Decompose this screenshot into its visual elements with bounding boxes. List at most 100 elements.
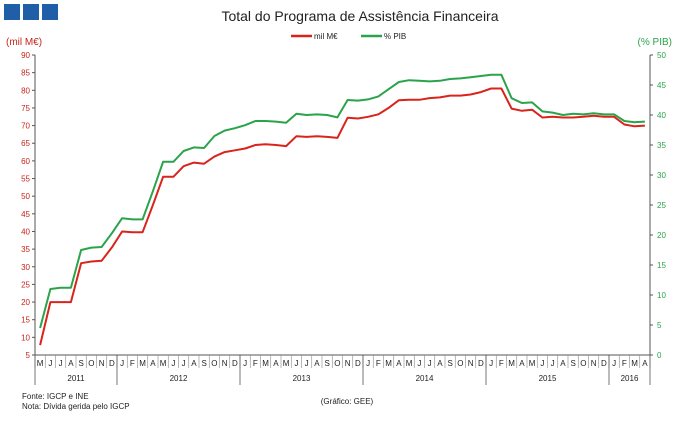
x-month-label: J: [120, 359, 124, 368]
x-month-label: O: [88, 359, 94, 368]
x-month-label: S: [570, 359, 575, 368]
x-month-label: J: [428, 359, 432, 368]
legend: mil M€ % PIB: [291, 32, 406, 41]
y-right-tick-label: 30: [657, 171, 666, 180]
x-month-label: A: [519, 359, 525, 368]
footnote: Nota: Dívida gerida pelo IGCP: [22, 402, 130, 411]
y-left-tick-label: 5: [26, 351, 31, 360]
x-month-label: M: [139, 359, 146, 368]
y-left-tick-label: 85: [21, 69, 30, 78]
x-month-label: N: [591, 359, 597, 368]
x-month-label: J: [59, 359, 63, 368]
y-left-tick-label: 35: [21, 245, 30, 254]
x-month-label: A: [560, 359, 566, 368]
y-left-tick-label: 30: [21, 263, 30, 272]
y-left-axis: 5 10 15 20 25 30 35 40 45 50 55 60 65 70 75 80 85 90: [21, 51, 36, 360]
x-month-label: A: [68, 359, 74, 368]
y-left-tick-label: 40: [21, 227, 30, 236]
x-month-label: M: [160, 359, 167, 368]
x-month-label: A: [642, 359, 648, 368]
x-month-label: J: [48, 359, 52, 368]
x-month-label: F: [622, 359, 627, 368]
y-right-axis: 0 5 10 15 20 25 30 35 40 45 50: [649, 51, 666, 360]
y-left-tick-label: 65: [21, 139, 30, 148]
x-month-label: A: [314, 359, 320, 368]
y-left-tick-label: 75: [21, 104, 30, 113]
logo-block-3: [42, 4, 58, 20]
x-month-label: A: [191, 359, 197, 368]
x-month-label: S: [78, 359, 83, 368]
x-year-label: 2012: [170, 374, 188, 383]
y-right-tick-label: 5: [657, 321, 662, 330]
x-month-label: D: [478, 359, 484, 368]
y-left-tick-label: 80: [21, 86, 30, 95]
x-month-label: D: [601, 359, 607, 368]
x-month-label: J: [305, 359, 309, 368]
x-month-label: S: [324, 359, 329, 368]
x-month-label: N: [99, 359, 105, 368]
x-month-label: M: [406, 359, 413, 368]
x-month-label: N: [222, 359, 228, 368]
x-month-label: F: [130, 359, 135, 368]
y-right-tick-label: 0: [657, 351, 662, 360]
x-month-label: N: [345, 359, 351, 368]
x-month-label: D: [109, 359, 115, 368]
y-right-tick-label: 35: [657, 141, 666, 150]
y-left-tick-label: 70: [21, 122, 30, 131]
y-left-tick-label: 50: [21, 192, 30, 201]
x-year-label: 2013: [293, 374, 311, 383]
y-right-tick-label: 25: [657, 201, 666, 210]
x-month-label: O: [334, 359, 340, 368]
x-month-label: D: [355, 359, 361, 368]
x-month-label: O: [211, 359, 217, 368]
x-month-label: J: [243, 359, 247, 368]
y-left-tick-label: 90: [21, 51, 30, 60]
x-month-label: S: [201, 359, 206, 368]
y-left-axis-title: (mil M€): [6, 37, 42, 48]
y-right-tick-label: 45: [657, 81, 666, 90]
chart-credit: (Gráfico: GEE): [321, 397, 374, 406]
x-year-label: 2011: [67, 374, 85, 383]
x-year-label: 2016: [621, 374, 639, 383]
y-left-tick-label: 10: [21, 333, 30, 342]
logo-block-2: [23, 4, 39, 20]
x-month-label: J: [489, 359, 493, 368]
y-left-tick-label: 60: [21, 157, 30, 166]
y-right-axis-title: (% PIB): [638, 37, 672, 48]
x-month-label: A: [150, 359, 156, 368]
x-month-label: M: [385, 359, 392, 368]
series-line-mil-meur: [39, 87, 645, 346]
x-year-label: 2014: [416, 374, 434, 383]
series-lines: [39, 73, 645, 346]
source-note: Fonte: IGCP e INE: [22, 392, 89, 401]
y-left-tick-label: 20: [21, 298, 30, 307]
x-month-label: M: [262, 359, 269, 368]
x-month-label: A: [396, 359, 402, 368]
y-left-tick-label: 15: [21, 316, 30, 325]
x-year-label: 2015: [539, 374, 557, 383]
legend-label-series-1: mil M€: [314, 32, 338, 41]
x-month-label: J: [182, 359, 186, 368]
x-month-label: J: [366, 359, 370, 368]
x-month-label: J: [540, 359, 544, 368]
x-month-label: S: [447, 359, 452, 368]
y-left-tick-label: 25: [21, 280, 30, 289]
y-left-tick-label: 55: [21, 175, 30, 184]
y-right-tick-label: 20: [657, 231, 666, 240]
x-month-label: O: [457, 359, 463, 368]
x-month-label: N: [468, 359, 474, 368]
y-right-tick-label: 15: [657, 261, 666, 270]
x-month-label: F: [376, 359, 381, 368]
y-right-tick-label: 10: [657, 291, 666, 300]
x-month-label: M: [37, 359, 44, 368]
series-line-pct-pib: [39, 73, 645, 329]
x-month-label: J: [551, 359, 555, 368]
x-month-label: M: [283, 359, 290, 368]
x-month-label: M: [631, 359, 638, 368]
x-month-label: A: [273, 359, 279, 368]
x-month-label: D: [232, 359, 238, 368]
chart-title: Total do Programa de Assistência Finance…: [221, 8, 498, 24]
